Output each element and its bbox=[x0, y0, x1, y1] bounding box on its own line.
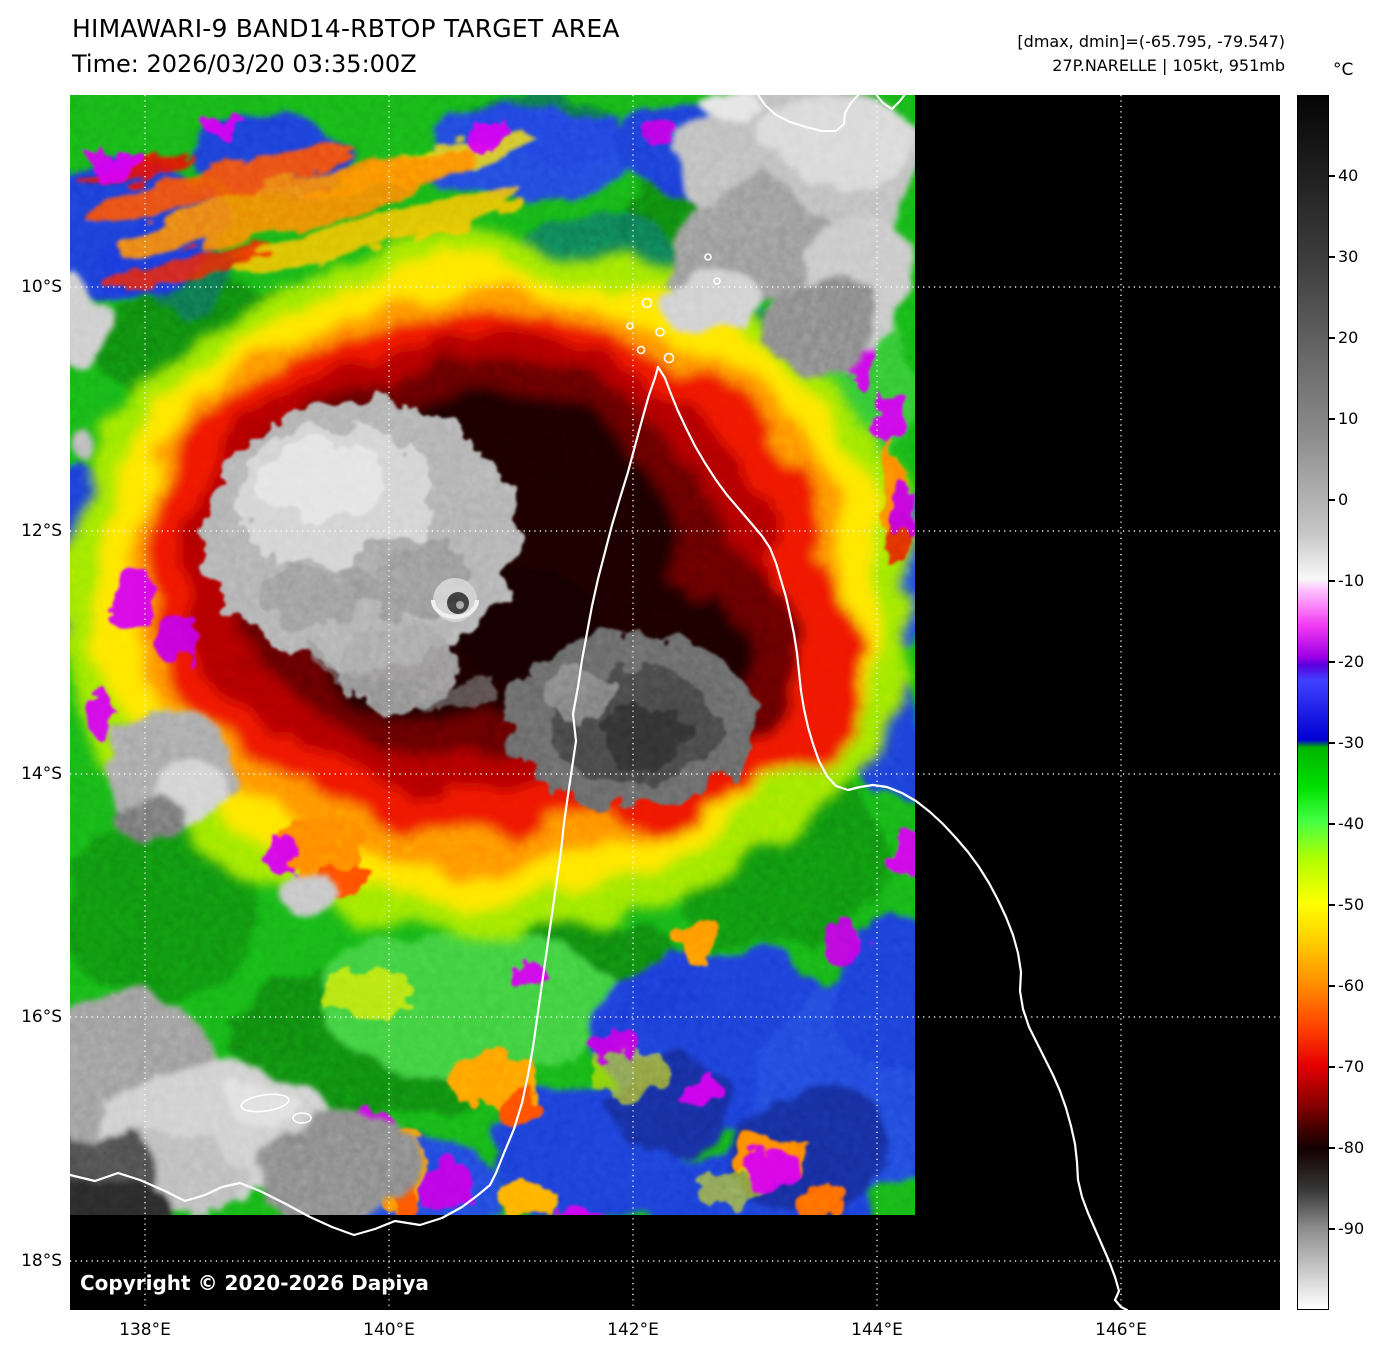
colorbar-tick-m30: -30 bbox=[1338, 733, 1365, 752]
colorbar-tick-mark bbox=[1329, 742, 1335, 744]
colorbar-tick-10: 10 bbox=[1338, 409, 1359, 428]
colorbar-tick-m20: -20 bbox=[1338, 652, 1365, 671]
lon-label-138e: 138°E bbox=[119, 1320, 171, 1340]
colorbar-tick-mark bbox=[1329, 1147, 1335, 1149]
colorbar-tick-40: 40 bbox=[1338, 166, 1359, 185]
colorbar-tick-mark bbox=[1329, 499, 1335, 501]
satellite-image bbox=[70, 95, 1280, 1310]
storm-info: 27P.NARELLE | 105kt, 951mb bbox=[1052, 56, 1285, 75]
coastline bbox=[70, 95, 1129, 1310]
colorbar-tick-m50: -50 bbox=[1338, 895, 1365, 914]
colorbar-tick-mark bbox=[1329, 904, 1335, 906]
lat-label-14s: 14°S bbox=[21, 764, 62, 784]
gridlines bbox=[70, 95, 1280, 1310]
figure-timestamp: Time: 2026/03/20 03:35:00Z bbox=[72, 50, 417, 78]
colorbar-tick-20: 20 bbox=[1338, 328, 1359, 347]
colorbar-unit-label: °C bbox=[1333, 60, 1354, 80]
lon-label-144e: 144°E bbox=[851, 1320, 903, 1340]
lon-label-140e: 140°E bbox=[363, 1320, 415, 1340]
colorbar-tick-m70: -70 bbox=[1338, 1057, 1365, 1076]
satellite-map: Copyright © 2020-2026 Dapiya bbox=[70, 95, 1280, 1310]
cloud-texture-mottle bbox=[70, 95, 915, 1215]
colorbar-tick-m80: -80 bbox=[1338, 1138, 1365, 1157]
copyright-label: Copyright © 2020-2026 Dapiya bbox=[80, 1271, 429, 1295]
colorbar-tick-m10: -10 bbox=[1338, 571, 1365, 590]
colorbar-tick-30: 30 bbox=[1338, 247, 1359, 266]
figure-title: HIMAWARI-9 BAND14-RBTOP TARGET AREA bbox=[72, 14, 620, 43]
lat-label-16s: 16°S bbox=[21, 1007, 62, 1027]
colorbar-tick-m60: -60 bbox=[1338, 976, 1365, 995]
colorbar-tick-m90: -90 bbox=[1338, 1219, 1365, 1238]
lon-label-146e: 146°E bbox=[1095, 1320, 1147, 1340]
colorbar-tick-m40: -40 bbox=[1338, 814, 1365, 833]
colorbar-tick-0: 0 bbox=[1338, 490, 1349, 509]
colorbar-tick-mark bbox=[1329, 823, 1335, 825]
data-swath bbox=[70, 95, 915, 1215]
colorbar bbox=[1297, 95, 1329, 1310]
colorbar-tick-mark bbox=[1329, 661, 1335, 663]
colorbar-tick-mark bbox=[1329, 1066, 1335, 1068]
colorbar-tick-mark bbox=[1329, 175, 1335, 177]
colorbar-tick-mark bbox=[1329, 1228, 1335, 1230]
lat-label-12s: 12°S bbox=[21, 521, 62, 541]
colorbar-tick-mark bbox=[1329, 256, 1335, 258]
colorbar-tick-mark bbox=[1329, 418, 1335, 420]
lat-label-18s: 18°S bbox=[21, 1251, 62, 1271]
colorbar-tick-mark bbox=[1329, 337, 1335, 339]
island-outlines bbox=[240, 253, 721, 1124]
lon-label-142e: 142°E bbox=[607, 1320, 659, 1340]
colorbar-tick-mark bbox=[1329, 985, 1335, 987]
lat-label-10s: 10°S bbox=[21, 277, 62, 297]
dmax-dmin-info: [dmax, dmin]=(-65.795, -79.547) bbox=[1017, 32, 1285, 51]
colorbar-tick-mark bbox=[1329, 580, 1335, 582]
